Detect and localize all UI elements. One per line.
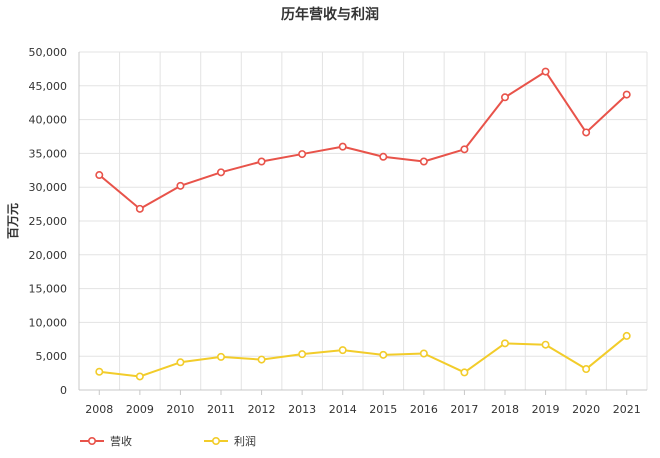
x-tick-label: 2009 [126,403,154,416]
data-point[interactable] [338,346,347,355]
data-point[interactable] [419,157,428,166]
data-point[interactable] [419,349,428,358]
data-point[interactable] [622,331,631,340]
data-point[interactable] [379,350,388,359]
data-point[interactable] [95,367,104,376]
x-tick-label: 2019 [532,403,560,416]
data-point[interactable] [500,339,509,348]
data-point[interactable] [622,90,631,99]
data-point[interactable] [541,340,550,349]
x-tick-label: 2016 [410,403,438,416]
data-point[interactable] [135,372,144,381]
data-point[interactable] [298,150,307,159]
data-point[interactable] [582,128,591,137]
data-point[interactable] [257,157,266,166]
legend-marker[interactable] [212,436,221,445]
x-tick-label: 2015 [369,403,397,416]
legend-marker[interactable] [88,436,97,445]
data-point[interactable] [338,142,347,151]
data-point[interactable] [176,181,185,190]
y-tick-label: 0 [60,384,67,397]
y-tick-label: 50,000 [29,46,68,59]
legend-label[interactable]: 营收 [110,434,132,448]
data-point[interactable] [379,152,388,161]
data-point[interactable] [217,352,226,361]
x-tick-label: 2013 [288,403,316,416]
y-tick-label: 25,000 [29,215,68,228]
x-tick-label: 2021 [613,403,641,416]
y-tick-label: 15,000 [29,283,68,296]
data-point[interactable] [135,204,144,213]
series-line-profit [99,335,628,378]
x-tick-label: 2008 [85,403,113,416]
x-tick-label: 2012 [248,403,276,416]
x-tick-label: 2017 [450,403,478,416]
x-tick-label: 2018 [491,403,519,416]
data-point[interactable] [257,355,266,364]
data-point[interactable] [95,171,104,180]
data-point[interactable] [582,365,591,374]
x-tick-label: 2014 [329,403,357,416]
chart-title: 历年营收与利润 [281,7,379,23]
y-tick-label: 45,000 [29,80,68,93]
data-point[interactable] [298,350,307,359]
y-tick-label: 20,000 [29,249,68,262]
y-tick-label: 40,000 [29,114,68,127]
y-tick-label: 35,000 [29,147,68,160]
data-point[interactable] [541,67,550,76]
data-point[interactable] [460,368,469,377]
legend-label[interactable]: 利润 [234,434,256,448]
series-line-revenue [98,70,628,210]
y-tick-label: 5,000 [36,350,68,363]
data-point[interactable] [176,358,185,367]
data-point[interactable] [500,93,509,102]
y-tick-label: 30,000 [29,181,68,194]
x-tick-label: 2010 [166,403,194,416]
x-tick-label: 2020 [572,403,600,416]
y-tick-label: 10,000 [29,316,68,329]
data-point[interactable] [460,145,469,154]
data-point[interactable] [217,168,226,177]
y-axis-label: 百万元 [6,203,20,239]
x-tick-label: 2011 [207,403,235,416]
